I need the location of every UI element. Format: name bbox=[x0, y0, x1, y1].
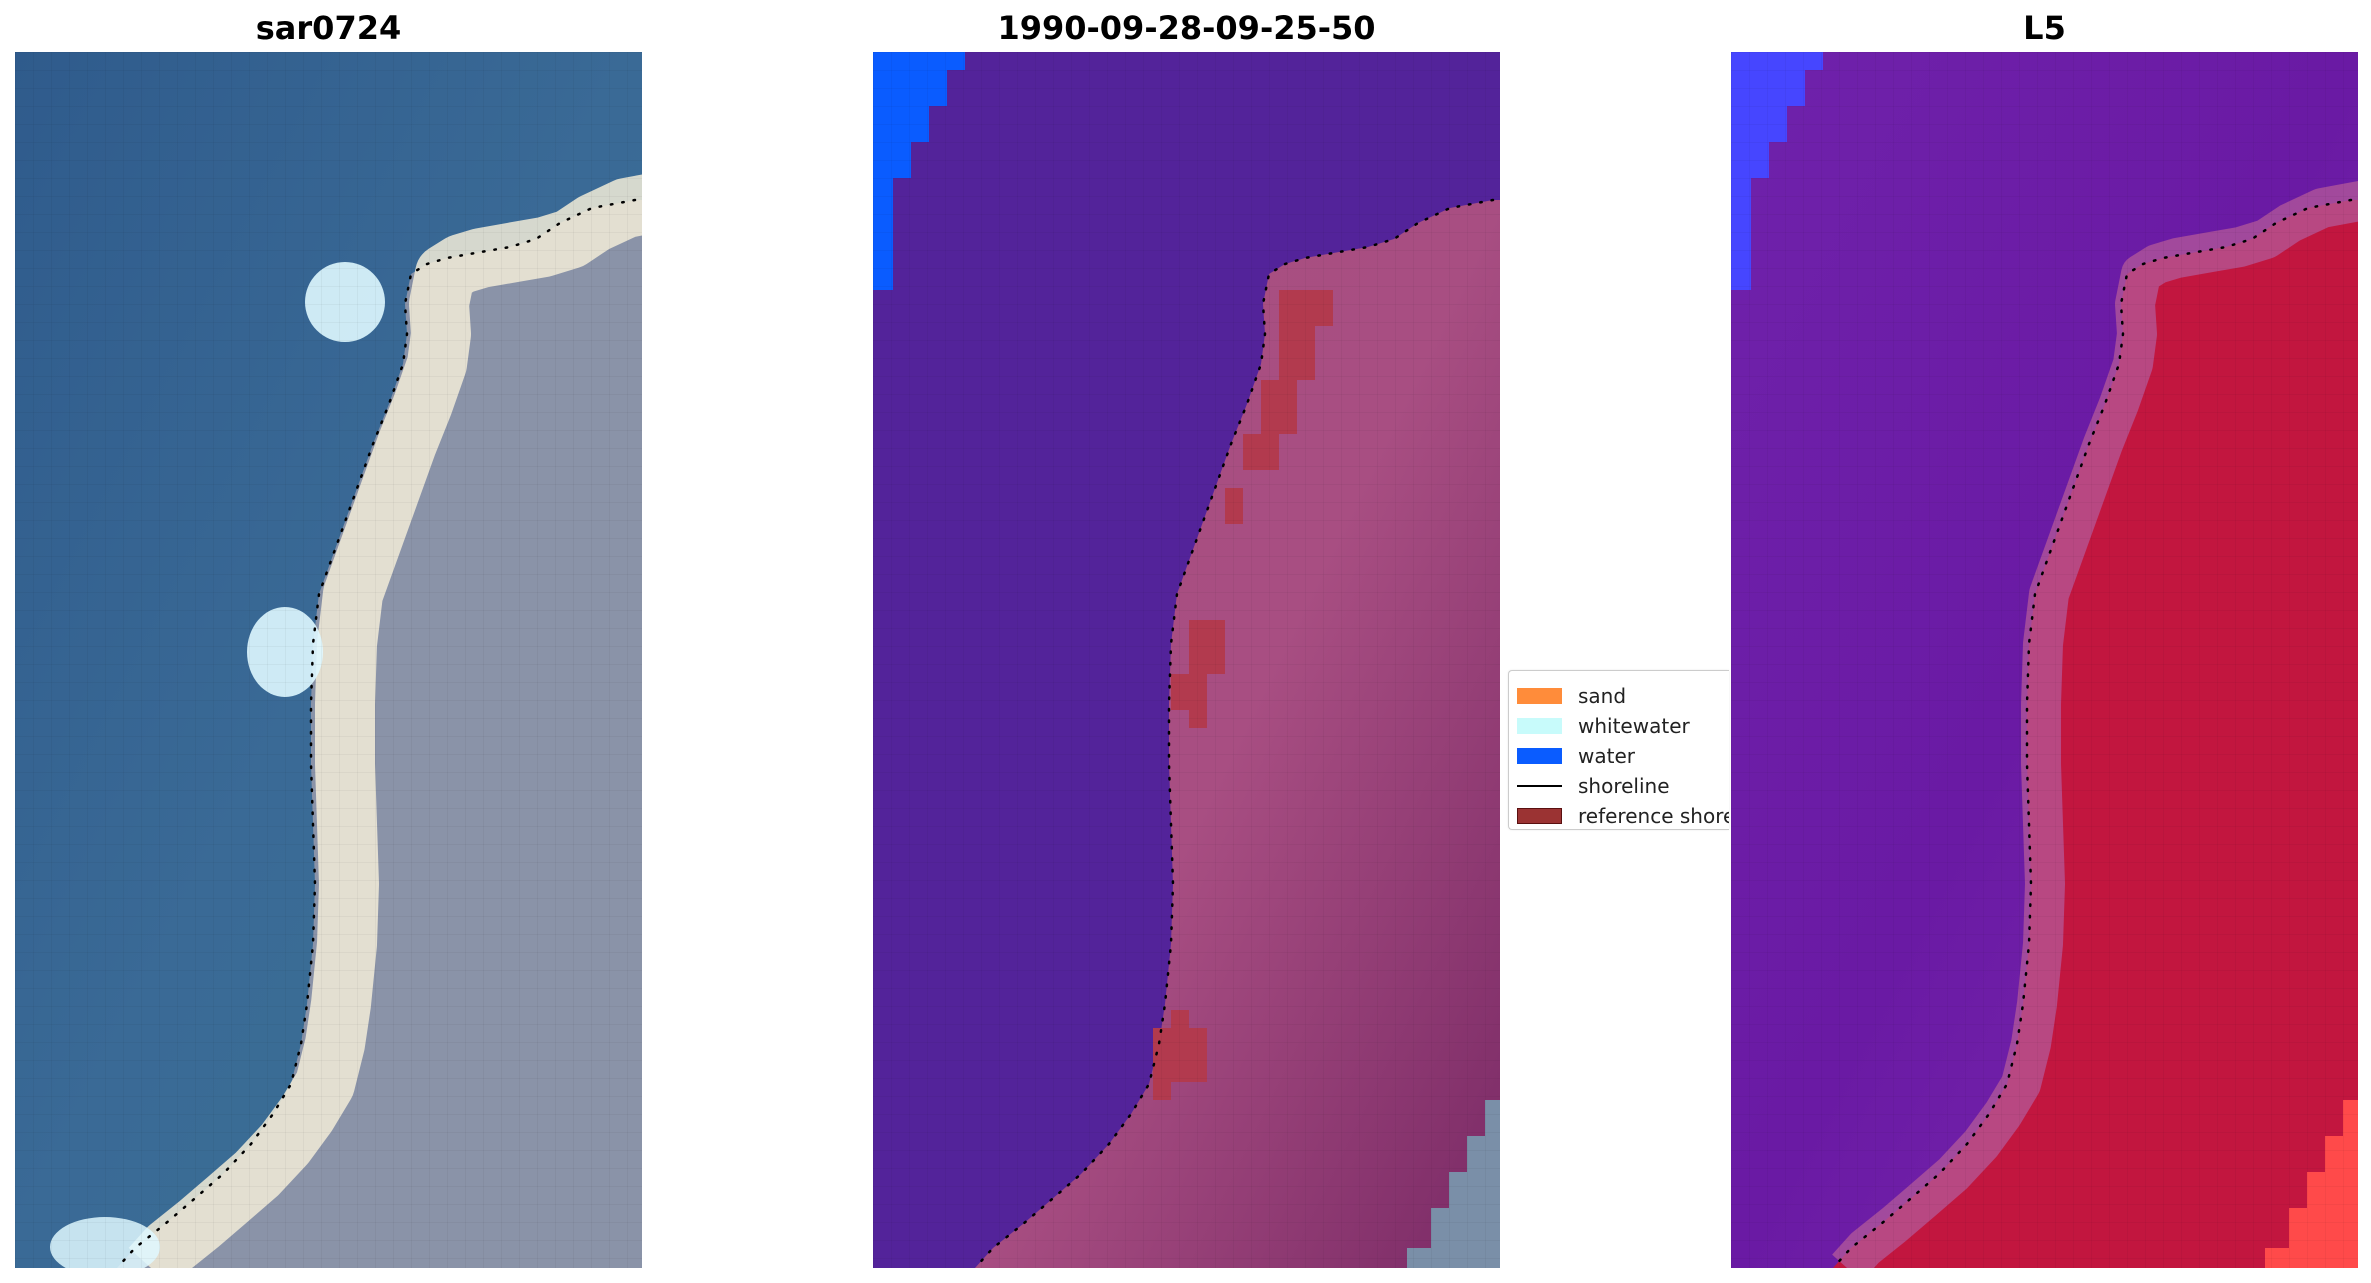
legend-item-whitewater: whitewater bbox=[1517, 711, 1690, 741]
water-swatch bbox=[1517, 748, 1562, 764]
rgb-image bbox=[15, 52, 642, 1268]
classification-image-panel bbox=[873, 52, 1500, 1268]
reference-shoreline-swatch bbox=[1517, 808, 1562, 824]
pixel-grid bbox=[1731, 52, 2358, 1268]
legend-item-water: water bbox=[1517, 741, 1635, 771]
pixel-grid bbox=[15, 52, 642, 1268]
panel-title-classification: 1990-09-28-09-25-50 bbox=[997, 9, 1376, 47]
classification-image bbox=[873, 52, 1500, 1268]
rgb-image-panel bbox=[15, 52, 642, 1268]
shoreline-classification bbox=[973, 198, 1495, 1268]
sand-swatch bbox=[1517, 688, 1562, 704]
legend-label-water: water bbox=[1578, 744, 1635, 768]
shoreline-swatch bbox=[1517, 785, 1562, 787]
legend-label-reference-shoreline: reference shoreline bbox=[1578, 804, 1729, 828]
legend: sand whitewater water shoreline referenc… bbox=[1508, 670, 1729, 830]
legend-label-whitewater: whitewater bbox=[1578, 714, 1690, 738]
shoreline-l5 bbox=[1831, 198, 2353, 1268]
panel-title-l5: L5 bbox=[2023, 9, 2066, 47]
legend-label-sand: sand bbox=[1578, 684, 1627, 708]
legend-item-shoreline: shoreline bbox=[1517, 771, 1670, 801]
legend-item-reference-shoreline: reference shoreline bbox=[1517, 801, 1729, 829]
l5-image-panel bbox=[1731, 52, 2358, 1268]
pixel-grid bbox=[873, 52, 1500, 1268]
whitewater-swatch bbox=[1517, 718, 1562, 734]
l5-image bbox=[1731, 52, 2358, 1268]
shoreline-rgb bbox=[115, 198, 637, 1268]
legend-label-shoreline: shoreline bbox=[1578, 774, 1670, 798]
panel-title-rgb: sar0724 bbox=[255, 9, 402, 47]
legend-item-sand: sand bbox=[1517, 681, 1626, 711]
